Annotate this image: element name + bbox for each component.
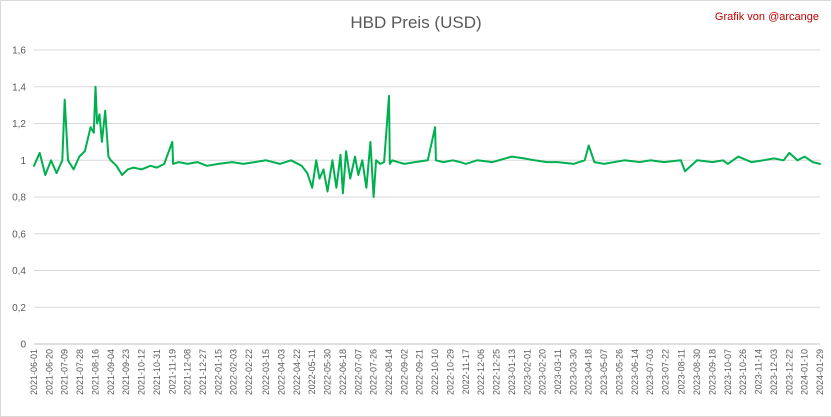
x-tick-label: 2021-06-01 [29,349,39,395]
x-tick-label: 2022-12-06 [476,349,486,395]
x-tick-label: 2021-08-16 [90,349,100,395]
x-tick-label: 2023-01-13 [507,349,517,395]
x-tick-label: 2023-07-03 [645,349,655,395]
y-tick-label: 0,8 [12,193,26,204]
x-tick-label: 2023-10-26 [738,349,748,395]
x-tick-label: 2023-03-11 [553,349,563,394]
y-tick-label: 0,6 [12,229,26,240]
x-tick-label: 2022-12-25 [492,349,502,395]
x-tick-label: 2021-09-04 [106,349,116,395]
x-tick-label: 2023-09-18 [707,349,717,395]
x-tick-label: 2022-07-07 [353,349,363,395]
y-tick-label: 1 [20,156,26,167]
y-tick-label: 0 [20,340,26,351]
x-tick-label: 2023-03-30 [568,349,578,395]
x-tick-label: 2021-07-28 [75,349,85,395]
chart-credit: Grafik von @arcange [714,11,819,23]
x-tick-label: 2021-07-09 [60,349,70,395]
x-tick-label: 2023-05-26 [614,349,624,395]
x-tick-label: 2022-08-14 [384,349,394,395]
x-tick-label: 2023-12-22 [784,349,794,395]
x-tick-label: 2024-01-29 [815,349,825,395]
x-tick-label: 2022-10-10 [430,349,440,395]
y-tick-label: 1,4 [12,82,26,93]
x-tick-label: 2023-06-14 [630,349,640,395]
x-tick-label: 2022-02-22 [244,349,254,395]
x-tick-label: 2022-02-03 [229,349,239,395]
x-tick-label: 2023-02-01 [522,349,532,395]
x-tick-label: 2022-10-29 [445,349,455,395]
chart-title: HBD Preis (USD) [350,13,482,32]
x-tick-label: 2021-12-08 [183,349,193,395]
x-tick-label: 2023-10-07 [723,349,733,395]
x-tick-label: 2022-09-21 [415,349,425,395]
x-tick-label: 2022-05-30 [323,349,333,395]
x-tick-label: 2022-04-22 [292,349,302,395]
x-tick-label: 2022-05-11 [307,349,317,394]
x-tick-label: 2021-10-12 [137,349,147,395]
x-tick-label: 2023-12-03 [769,349,779,395]
x-tick-label: 2023-04-18 [584,349,594,395]
x-tick-label: 2022-01-15 [213,349,223,395]
x-tick-label: 2021-10-31 [152,349,162,395]
x-tick-label: 2023-07-22 [661,349,671,395]
x-tick-label: 2023-11-14 [754,349,764,394]
x-tick-label: 2021-06-20 [44,349,54,395]
x-tick-label: 2022-06-18 [338,349,348,395]
x-tick-label: 2022-04-03 [276,349,286,395]
y-tick-label: 1,6 [12,46,26,57]
series-line-0 [33,85,821,198]
x-tick-label: 2021-11-19 [167,349,177,394]
x-tick-label: 2021-09-23 [121,349,131,395]
y-tick-label: 0,4 [12,266,26,277]
x-tick-label: 2023-05-07 [599,349,609,395]
y-tick-label: 1,2 [12,119,26,130]
x-tick-label: 2023-02-20 [538,349,548,395]
x-tick-label: 2024-01-10 [800,349,810,395]
x-tick-label: 2021-12-27 [198,349,208,395]
x-tick-label: 2022-07-26 [369,349,379,395]
x-tick-label: 2023-08-30 [692,349,702,395]
x-tick-label: 2022-09-02 [399,349,409,395]
x-tick-label: 2022-11-17 [461,349,471,394]
x-tick-label: 2022-03-15 [261,349,271,395]
y-tick-label: 0,2 [12,303,26,314]
x-tick-label: 2023-08-11 [677,349,687,394]
